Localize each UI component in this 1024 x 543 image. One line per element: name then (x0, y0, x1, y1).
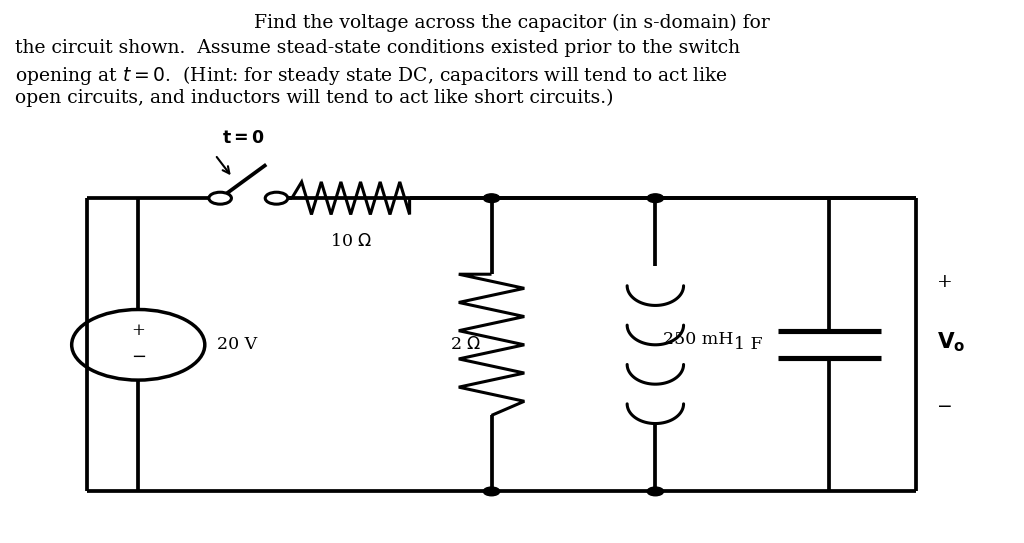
Text: opening at $t = 0$.  (Hint: for steady state DC, capacitors will tend to act lik: opening at $t = 0$. (Hint: for steady st… (15, 64, 728, 87)
Text: open circuits, and inductors will tend to act like short circuits.): open circuits, and inductors will tend t… (15, 89, 613, 108)
Text: 250 mH: 250 mH (663, 331, 733, 348)
Text: 20 V: 20 V (217, 336, 257, 353)
Text: $\mathbf{t = 0}$: $\mathbf{t = 0}$ (222, 130, 264, 147)
Text: the circuit shown.  Assume stead-state conditions existed prior to the switch: the circuit shown. Assume stead-state co… (15, 39, 740, 57)
Circle shape (647, 487, 664, 496)
Text: +: + (131, 322, 145, 339)
Text: −: − (131, 348, 145, 366)
Circle shape (209, 192, 231, 204)
Circle shape (483, 487, 500, 496)
Circle shape (265, 192, 288, 204)
Text: −: − (937, 398, 952, 416)
Text: +: + (937, 273, 952, 292)
Text: 2 $\Omega$: 2 $\Omega$ (451, 336, 481, 353)
Text: 10 $\Omega$: 10 $\Omega$ (330, 233, 372, 250)
Text: $\mathbf{V_o}$: $\mathbf{V_o}$ (937, 330, 966, 354)
Text: 1 F: 1 F (734, 336, 763, 353)
Circle shape (483, 194, 500, 203)
Text: Find the voltage across the capacitor (in s-domain) for: Find the voltage across the capacitor (i… (254, 14, 770, 32)
Circle shape (647, 194, 664, 203)
